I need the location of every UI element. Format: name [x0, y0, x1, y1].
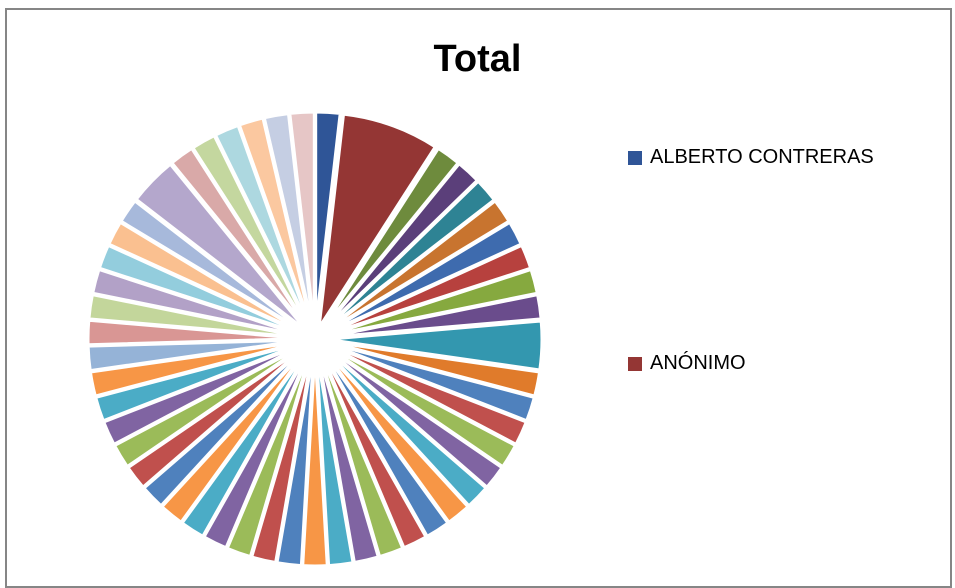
pie-slice-50 [288, 110, 316, 328]
legend-item: ANÓNIMO [628, 352, 746, 375]
legend-label: ANÓNIMO [650, 352, 746, 374]
legend-item: ALBERTO CONTRERAS [628, 146, 874, 169]
pie-slice-43 [118, 198, 307, 334]
pie-slice-10 [326, 292, 543, 339]
legend-label: ALBERTO CONTRERAS [650, 146, 874, 168]
legend-swatch [628, 356, 642, 371]
pie-slice-11 [326, 319, 544, 372]
chart-title: Total [433, 38, 522, 80]
legend-swatch [628, 150, 642, 165]
pie-slice-2 [317, 112, 438, 329]
pie-slice-44 [134, 162, 308, 332]
